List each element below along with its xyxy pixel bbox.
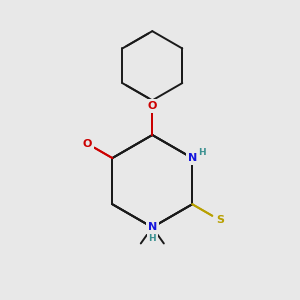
Text: N: N — [148, 222, 157, 232]
Text: H: H — [148, 234, 156, 243]
Text: S: S — [216, 215, 224, 225]
Text: H: H — [148, 234, 156, 243]
Text: N: N — [188, 153, 197, 163]
Text: N: N — [148, 222, 157, 232]
Text: H: H — [199, 148, 206, 157]
Text: O: O — [148, 101, 157, 111]
Text: O: O — [83, 139, 92, 149]
